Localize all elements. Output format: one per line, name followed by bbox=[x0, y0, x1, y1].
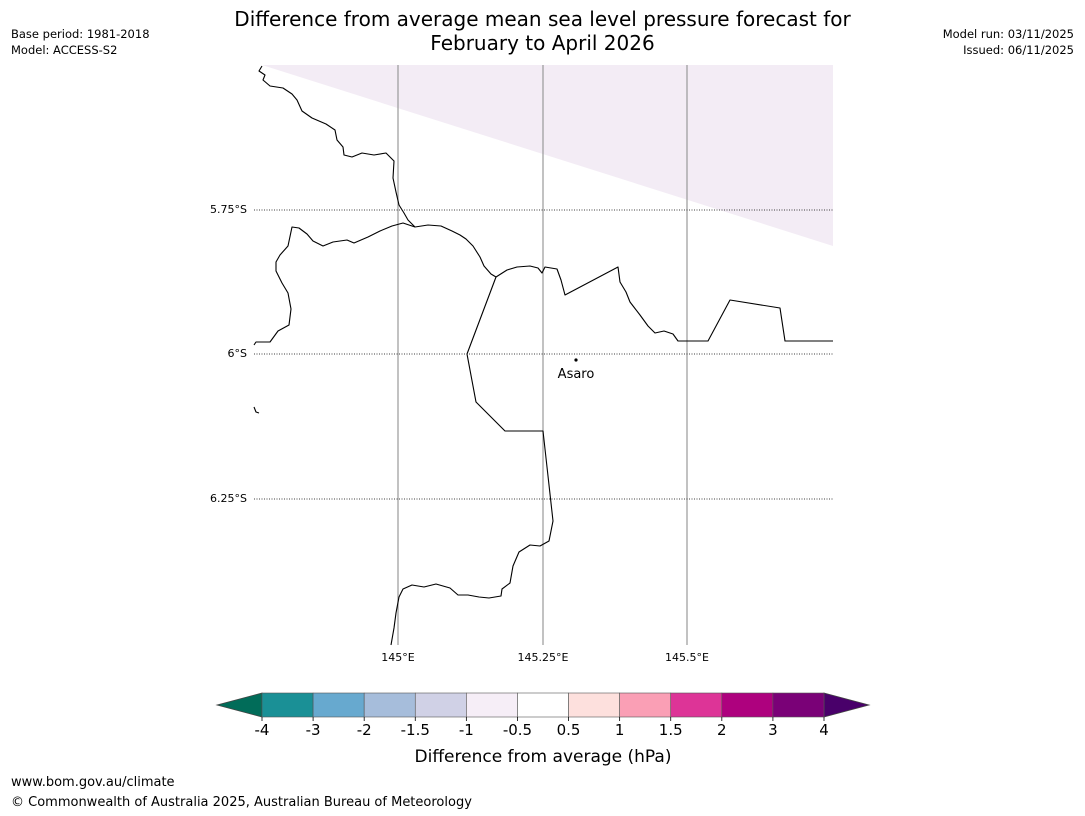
colorbar-tick-label: -2 bbox=[357, 721, 372, 739]
colorbar-segment bbox=[312, 692, 365, 718]
boundary-fragment-west bbox=[253, 406, 260, 414]
parallels bbox=[254, 209, 833, 500]
colorbar-tick-label: -3 bbox=[306, 721, 321, 739]
colorbar-segment bbox=[670, 692, 723, 718]
colorbar-tick-label: -1.5 bbox=[401, 721, 430, 739]
colorbar-segment bbox=[261, 692, 314, 718]
colorbar-over-arrow bbox=[823, 692, 871, 718]
boundary-central bbox=[253, 222, 833, 346]
colorbar-tick-label: 1 bbox=[615, 721, 625, 739]
shaded-region-positive bbox=[262, 65, 833, 246]
colorbar-tick-label: -1 bbox=[459, 721, 474, 739]
footer-copyright: © Commonwealth of Australia 2025, Austra… bbox=[11, 795, 472, 810]
lon-label-145-5e: 145.5°E bbox=[665, 651, 709, 664]
colorbar-segment bbox=[619, 692, 672, 718]
colorbar-segment bbox=[414, 692, 467, 718]
asaro-marker bbox=[574, 358, 578, 362]
lat-label-6-25s: 6.25°S bbox=[210, 492, 247, 505]
colorbar-segment bbox=[517, 692, 569, 718]
footer-url: www.bom.gov.au/climate bbox=[11, 775, 175, 790]
run-info: Model run: 03/11/2025 Issued: 06/11/2025 bbox=[943, 26, 1074, 58]
colorbar-segment bbox=[568, 692, 620, 718]
colorbar-tick-label: 3 bbox=[768, 721, 778, 739]
lon-label-145-25e: 145.25°E bbox=[518, 651, 569, 664]
issued-text: Issued: 06/11/2025 bbox=[963, 43, 1074, 57]
colorbar-segment bbox=[363, 692, 416, 718]
title-line-1: Difference from average mean sea level p… bbox=[234, 7, 851, 31]
base-info: Base period: 1981-2018 Model: ACCESS-S2 bbox=[11, 26, 150, 58]
colorbar-segment bbox=[772, 692, 825, 718]
colorbar-segment bbox=[721, 692, 774, 718]
lon-label-145e: 145°E bbox=[381, 651, 414, 664]
lat-label-6s: 6°S bbox=[228, 347, 247, 360]
model-text: Model: ACCESS-S2 bbox=[11, 43, 118, 57]
colorbar: -4 -3 -2 -1.5 -1 -0.5 0.5 1 1.5 2 3 4 bbox=[215, 692, 871, 739]
boundary-south bbox=[390, 276, 554, 646]
base-period-text: Base period: 1981-2018 bbox=[11, 27, 150, 41]
model-run-text: Model run: 03/11/2025 bbox=[942, 27, 1074, 41]
meridians bbox=[397, 65, 688, 645]
colorbar-tick-label: 2 bbox=[717, 721, 727, 739]
title-line-2: February to April 2026 bbox=[430, 31, 655, 55]
colorbar-tick-label: -4 bbox=[255, 721, 270, 739]
colorbar-tick-label: 1.5 bbox=[659, 721, 683, 739]
boundary-northwest bbox=[258, 65, 416, 228]
colorbar-title: Difference from average (hPa) bbox=[415, 747, 672, 767]
colorbar-tick-label: -0.5 bbox=[503, 721, 532, 739]
lat-label-5-75s: 5.75°S bbox=[210, 203, 247, 216]
colorbar-under-arrow bbox=[215, 692, 263, 718]
colorbar-segment bbox=[466, 692, 518, 718]
colorbar-tick-label: 4 bbox=[819, 721, 829, 739]
asaro-label: Asaro bbox=[558, 367, 595, 382]
map-title: Difference from average mean sea level p… bbox=[180, 7, 905, 55]
colorbar-tick-label: 0.5 bbox=[557, 721, 581, 739]
